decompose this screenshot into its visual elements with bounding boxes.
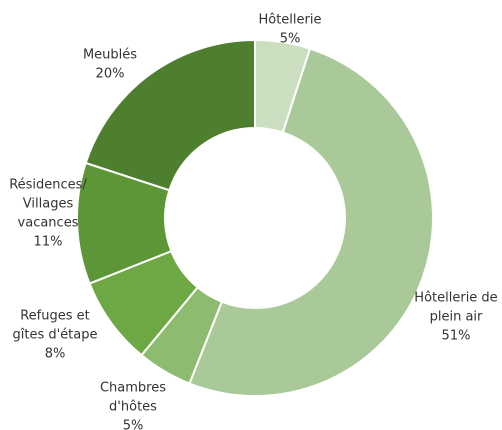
value-label: 20%	[96, 67, 125, 82]
slice-label: gîtes d'étape	[12, 328, 97, 343]
slice-label: Chambres	[100, 381, 166, 396]
slice-label: Hôtellerie	[258, 13, 321, 28]
value-label: 51%	[442, 329, 471, 344]
slice-label: plein air	[430, 310, 483, 325]
slice-label: Hôtellerie de	[414, 291, 497, 306]
donut-slice	[84, 38, 256, 192]
slice-label: Refuges et	[20, 309, 90, 324]
slice-label: vacances	[18, 216, 79, 231]
value-label: 5%	[123, 419, 144, 430]
slice-label: d'hôtes	[109, 400, 157, 415]
slice-label: Résidences/	[9, 178, 87, 193]
slice-label: Meublés	[83, 48, 137, 63]
value-label: 5%	[280, 32, 301, 47]
donut-slice	[188, 47, 434, 397]
value-label: 8%	[45, 347, 66, 362]
value-label: 11%	[34, 235, 63, 250]
slice-label: Villages	[23, 197, 74, 212]
